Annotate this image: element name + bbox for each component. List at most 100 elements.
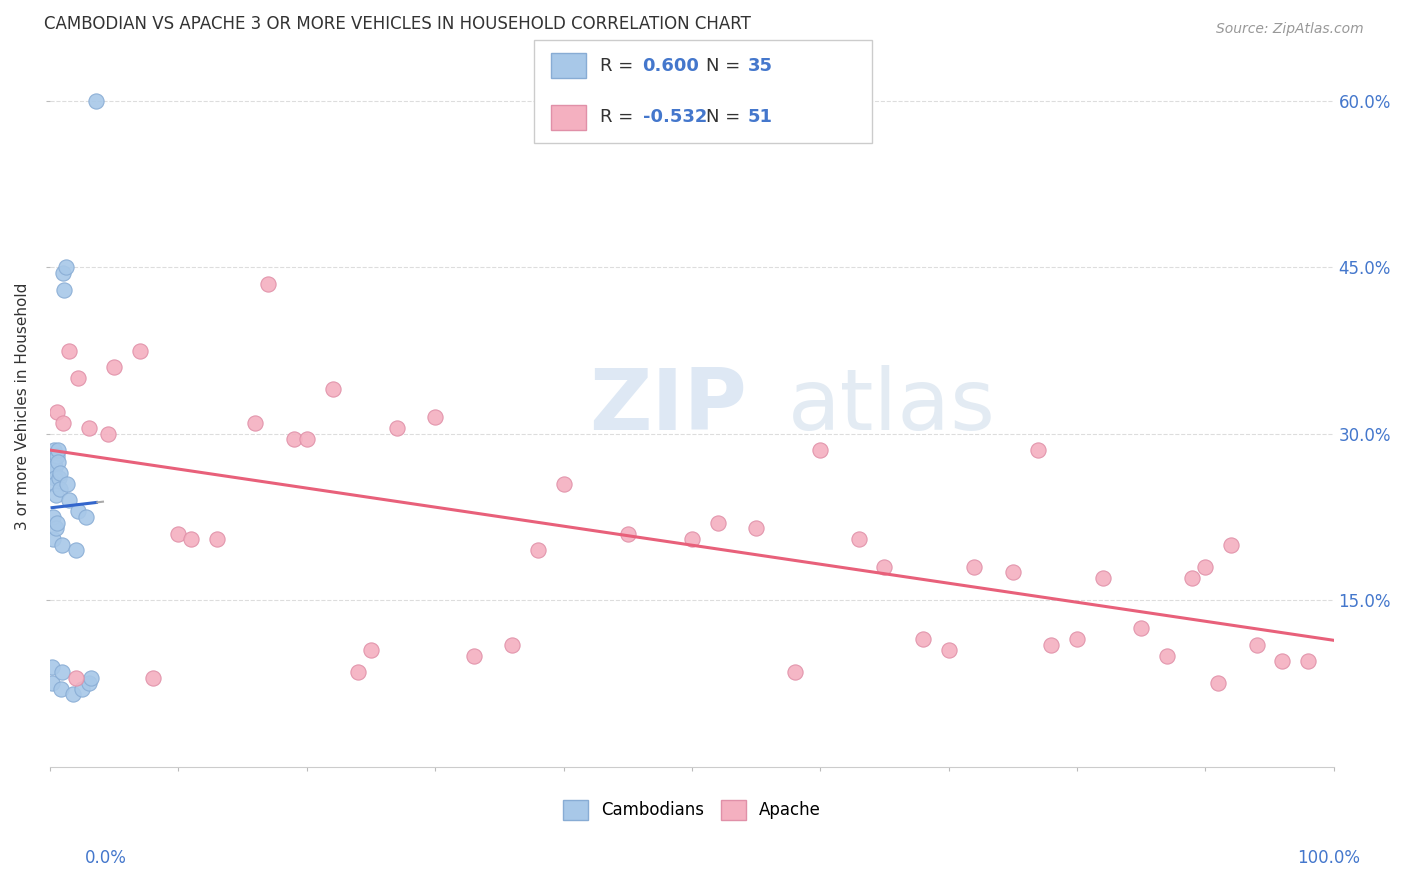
Point [911,632,934,646]
Text: 35: 35 [748,57,773,75]
Point [48,471,70,485]
Point [46,443,69,458]
Point [53,283,76,297]
Point [48,454,70,468]
Text: 0.0%: 0.0% [84,849,127,867]
Point [142,671,165,685]
Point [1206,676,1229,690]
Text: 100.0%: 100.0% [1298,849,1360,867]
Point [49,681,72,696]
Point [55,260,77,275]
Point [75,510,97,524]
Point [49,483,72,497]
Point [938,643,960,657]
Text: atlas: atlas [789,365,997,448]
Point [97,426,120,441]
Point [205,532,228,546]
Point [65,543,87,558]
Point [1066,632,1088,646]
Point [1181,571,1204,585]
Point [501,638,523,652]
Point [103,360,125,375]
Point [1156,648,1178,663]
Point [77,421,100,435]
Point [70,681,93,696]
Point [56,476,79,491]
Text: 0.600: 0.600 [643,57,699,75]
Point [283,433,305,447]
Point [245,416,267,430]
Point [681,532,703,546]
Point [463,648,485,663]
Point [783,665,806,680]
Point [1028,443,1050,458]
Text: N =: N = [706,57,745,75]
Point [42,532,65,546]
Point [321,383,343,397]
Point [1246,638,1268,652]
Point [1091,571,1114,585]
Point [42,454,65,468]
Point [44,460,66,475]
Point [42,510,65,524]
Text: CAMBODIAN VS APACHE 3 OR MORE VEHICLES IN HOUSEHOLD CORRELATION CHART: CAMBODIAN VS APACHE 3 OR MORE VEHICLES I… [44,15,751,33]
Text: N =: N = [706,108,745,126]
Point [1130,621,1153,635]
Y-axis label: 3 or more Vehicles in Household: 3 or more Vehicles in Household [15,283,30,530]
Point [52,416,75,430]
Text: ZIP: ZIP [589,365,747,448]
Point [1271,654,1294,668]
Point [41,676,63,690]
Point [167,526,190,541]
Text: -0.532: -0.532 [643,108,707,126]
Point [44,488,66,502]
Point [46,516,69,530]
Point [44,466,66,480]
Point [347,665,370,680]
Point [52,266,75,280]
Point [65,671,87,685]
Point [80,671,103,685]
Point [45,449,67,463]
Point [49,466,72,480]
Point [1001,566,1024,580]
Point [129,343,152,358]
Point [848,532,870,546]
Point [808,443,831,458]
Text: Source: ZipAtlas.com: Source: ZipAtlas.com [1216,22,1364,37]
Point [385,421,408,435]
Point [86,94,108,108]
Point [706,516,728,530]
Point [1220,538,1243,552]
Point [553,476,575,491]
Point [41,659,63,673]
Point [45,405,67,419]
Point [1194,560,1216,574]
Point [425,410,447,425]
Point [873,560,896,574]
Point [77,676,100,690]
Point [62,688,84,702]
Point [295,433,318,447]
Point [44,476,66,491]
Point [257,277,280,292]
Point [67,371,90,385]
Point [58,493,80,508]
Point [58,343,80,358]
Point [45,521,67,535]
Legend: Cambodians, Apache: Cambodians, Apache [557,793,828,827]
Point [527,543,550,558]
Point [42,443,65,458]
Point [1296,654,1319,668]
Point [745,521,768,535]
Point [67,504,90,518]
Point [44,471,66,485]
Text: R =: R = [600,108,640,126]
Point [51,665,73,680]
Point [1040,638,1063,652]
Point [51,538,73,552]
Text: R =: R = [600,57,640,75]
Point [616,526,638,541]
Text: 51: 51 [748,108,773,126]
Point [360,643,382,657]
